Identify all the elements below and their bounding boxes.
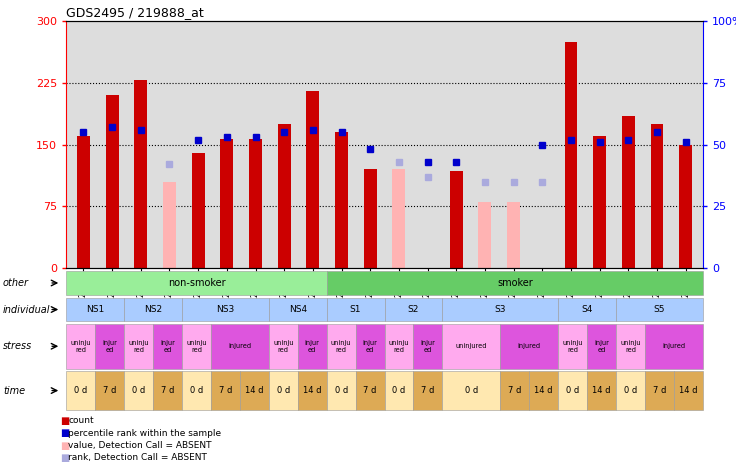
Text: S4: S4 <box>581 305 592 314</box>
Text: injured: injured <box>228 343 252 349</box>
Text: 0 d: 0 d <box>277 386 290 395</box>
Text: injured: injured <box>517 343 541 349</box>
Text: value, Detection Call = ABSENT: value, Detection Call = ABSENT <box>68 441 212 450</box>
Text: NS1: NS1 <box>86 305 105 314</box>
Text: other: other <box>3 278 29 288</box>
Text: count: count <box>68 417 94 425</box>
Bar <box>593 137 606 268</box>
Bar <box>277 124 291 268</box>
Text: uninjured: uninjured <box>456 343 487 349</box>
Text: injur
ed: injur ed <box>363 340 378 353</box>
Text: rank, Detection Call = ABSENT: rank, Detection Call = ABSENT <box>68 454 208 462</box>
Text: injur
ed: injur ed <box>160 340 175 353</box>
Text: S1: S1 <box>350 305 361 314</box>
Text: ■: ■ <box>60 428 69 438</box>
Text: smoker: smoker <box>497 278 533 288</box>
Text: 14 d: 14 d <box>592 386 611 395</box>
Text: ■: ■ <box>60 416 69 426</box>
Text: 0 d: 0 d <box>74 386 88 395</box>
Text: time: time <box>3 385 25 396</box>
Bar <box>220 139 233 268</box>
Text: 14 d: 14 d <box>303 386 322 395</box>
Text: S5: S5 <box>654 305 665 314</box>
Bar <box>106 95 118 268</box>
Text: 0 d: 0 d <box>566 386 579 395</box>
Text: non-smoker: non-smoker <box>168 278 225 288</box>
Text: 14 d: 14 d <box>679 386 698 395</box>
Text: 14 d: 14 d <box>534 386 553 395</box>
Text: S2: S2 <box>408 305 420 314</box>
Bar <box>249 139 262 268</box>
Text: ■: ■ <box>60 440 69 451</box>
Text: injur
ed: injur ed <box>102 340 117 353</box>
Bar <box>364 169 377 268</box>
Text: GDS2495 / 219888_at: GDS2495 / 219888_at <box>66 6 204 19</box>
Text: 7 d: 7 d <box>219 386 232 395</box>
Text: 14 d: 14 d <box>245 386 263 395</box>
Text: NS2: NS2 <box>144 305 162 314</box>
Bar <box>622 116 634 268</box>
Bar <box>507 202 520 268</box>
Bar <box>651 124 663 268</box>
Text: 7 d: 7 d <box>653 386 666 395</box>
Bar <box>565 42 578 268</box>
Text: uninju
red: uninju red <box>389 340 409 353</box>
Text: individual: individual <box>3 304 51 315</box>
Bar <box>191 153 205 268</box>
Text: injur
ed: injur ed <box>594 340 609 353</box>
Bar <box>478 202 492 268</box>
Text: percentile rank within the sample: percentile rank within the sample <box>68 429 222 438</box>
Text: injured: injured <box>662 343 685 349</box>
Text: uninju
red: uninju red <box>562 340 583 353</box>
Bar <box>306 91 319 268</box>
Bar <box>163 182 176 268</box>
Bar <box>392 169 406 268</box>
Text: 0 d: 0 d <box>132 386 145 395</box>
Bar <box>335 132 348 268</box>
Text: 0 d: 0 d <box>624 386 637 395</box>
Text: 7 d: 7 d <box>508 386 522 395</box>
Text: NS3: NS3 <box>216 305 235 314</box>
Text: 7 d: 7 d <box>421 386 435 395</box>
Text: uninju
red: uninju red <box>273 340 294 353</box>
Text: uninju
red: uninju red <box>186 340 207 353</box>
Bar <box>77 137 90 268</box>
Text: stress: stress <box>3 341 32 351</box>
Text: 0 d: 0 d <box>392 386 406 395</box>
Text: ■: ■ <box>60 453 69 463</box>
Text: uninju
red: uninju red <box>128 340 149 353</box>
Text: 7 d: 7 d <box>161 386 174 395</box>
Bar <box>679 145 692 268</box>
Text: uninju
red: uninju red <box>331 340 351 353</box>
Bar <box>450 171 463 268</box>
Text: injur
ed: injur ed <box>305 340 319 353</box>
Text: 0 d: 0 d <box>464 386 478 395</box>
Text: 0 d: 0 d <box>190 386 203 395</box>
Text: injur
ed: injur ed <box>420 340 436 353</box>
Text: S3: S3 <box>495 305 506 314</box>
Text: uninju
red: uninju red <box>620 340 641 353</box>
Text: 7 d: 7 d <box>364 386 377 395</box>
Text: uninju
red: uninju red <box>71 340 91 353</box>
Text: 7 d: 7 d <box>103 386 116 395</box>
Text: NS4: NS4 <box>289 305 307 314</box>
Text: 0 d: 0 d <box>335 386 348 395</box>
Bar <box>135 81 147 268</box>
